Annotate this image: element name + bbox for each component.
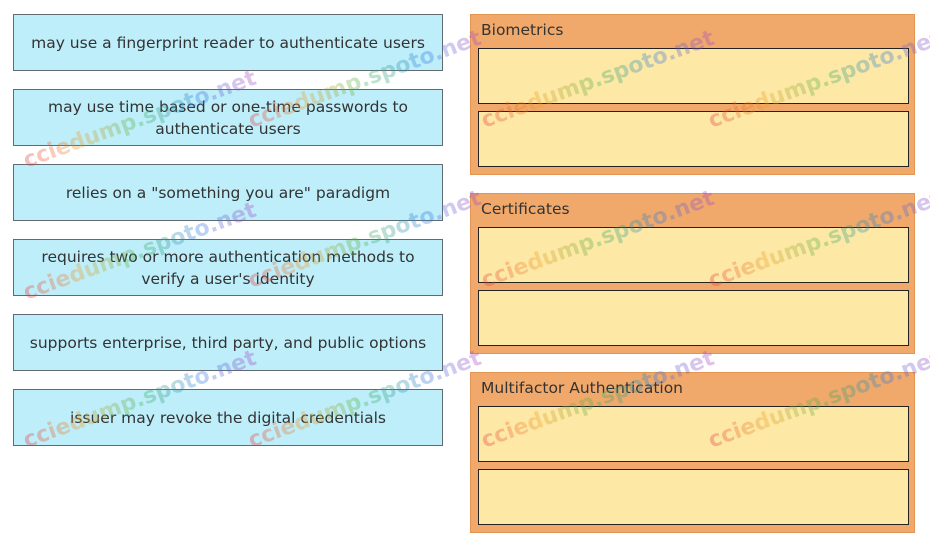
drag-item-label: requires two or more authentication meth…	[41, 247, 415, 288]
category-title: Biometrics	[481, 21, 564, 39]
category-title: Certificates	[481, 200, 570, 218]
drag-item-label: may use a fingerprint reader to authenti…	[31, 33, 425, 52]
drag-item-revoke-credentials[interactable]: issuer may revoke the digital credential…	[13, 389, 443, 446]
drag-item-label: relies on a "something you are" paradigm	[65, 183, 391, 202]
drag-item-label: may use time based or one-time passwords…	[47, 97, 409, 138]
drop-slot-biometrics-2[interactable]	[478, 111, 909, 167]
drag-item-something-you-are[interactable]: relies on a "something you are" paradigm	[13, 164, 443, 221]
drag-item-label: supports enterprise, third party, and pu…	[29, 333, 427, 352]
drag-item-label: issuer may revoke the digital credential…	[70, 408, 386, 427]
drag-item-two-or-more-methods[interactable]: requires two or more authentication meth…	[13, 239, 443, 296]
category-certificates: Certificates	[470, 193, 915, 354]
drop-slot-biometrics-1[interactable]	[478, 48, 909, 104]
drop-slot-certificates-2[interactable]	[478, 290, 909, 346]
category-title: Multifactor Authentication	[481, 379, 684, 397]
drag-item-fingerprint[interactable]: may use a fingerprint reader to authenti…	[13, 14, 443, 71]
drop-slot-multifactor-2[interactable]	[478, 469, 909, 525]
drag-item-enterprise-options[interactable]: supports enterprise, third party, and pu…	[13, 314, 443, 371]
category-biometrics: Biometrics	[470, 14, 915, 175]
drag-item-otp[interactable]: may use time based or one-time passwords…	[13, 89, 443, 146]
category-multifactor: Multifactor Authentication	[470, 372, 915, 533]
drop-slot-multifactor-1[interactable]	[478, 406, 909, 462]
drop-slot-certificates-1[interactable]	[478, 227, 909, 283]
